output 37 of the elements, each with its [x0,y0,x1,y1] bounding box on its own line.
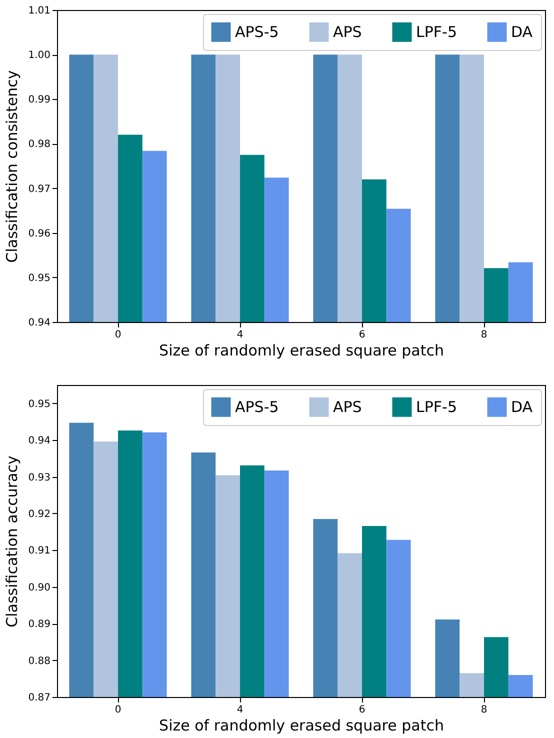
y-axis-title: Classification consistency [3,70,22,263]
legend-label: DA [511,398,534,416]
legend-label: APS-5 [235,398,279,416]
y-tick-label: 0.93 [28,472,50,484]
x-axis-title: Size of randomly erased square patch [159,342,444,360]
y-tick-label: 0.90 [28,582,50,594]
y-tick-label: 0.91 [28,546,50,557]
legend-label: LPF-5 [416,23,457,42]
x-tick-label: 4 [236,704,244,716]
x-tick-label: 0 [114,704,122,716]
y-tick-label: 0.96 [28,228,50,240]
legend-label: APS [333,398,362,416]
legend-label: DA [511,23,534,42]
y-tick-label: 0.94 [28,436,50,447]
y-tick-label: 0.94 [28,318,50,328]
y-tick-label: 0.95 [28,398,50,410]
y-tick-label: 0.89 [28,619,50,630]
legend-label: APS-5 [235,23,279,42]
x-tick-label: 8 [480,330,488,340]
x-tick-label: 6 [358,704,366,716]
x-axis-title: Size of randomly erased square patch [159,716,444,734]
y-tick-label: 0.99 [28,94,50,106]
y-tick-label: 0.97 [28,184,50,195]
x-tick-label: 8 [480,704,488,716]
x-tick-label: 0 [114,330,122,340]
x-tick-label: 4 [236,330,244,340]
x-tick-label: 6 [358,330,366,340]
y-tick-label: 0.98 [28,139,50,150]
y-tick-label: 0.92 [28,508,50,520]
y-axis-title: Classification accuracy [3,456,22,628]
y-tick-label: 0.88 [28,656,50,667]
y-tick-label: 1.01 [28,6,50,16]
legend-label: LPF-5 [416,398,457,416]
legend-label: APS [333,23,362,42]
y-tick-label: 0.87 [28,692,50,704]
y-tick-label: 1.00 [28,50,50,62]
y-tick-label: 0.95 [28,272,50,284]
